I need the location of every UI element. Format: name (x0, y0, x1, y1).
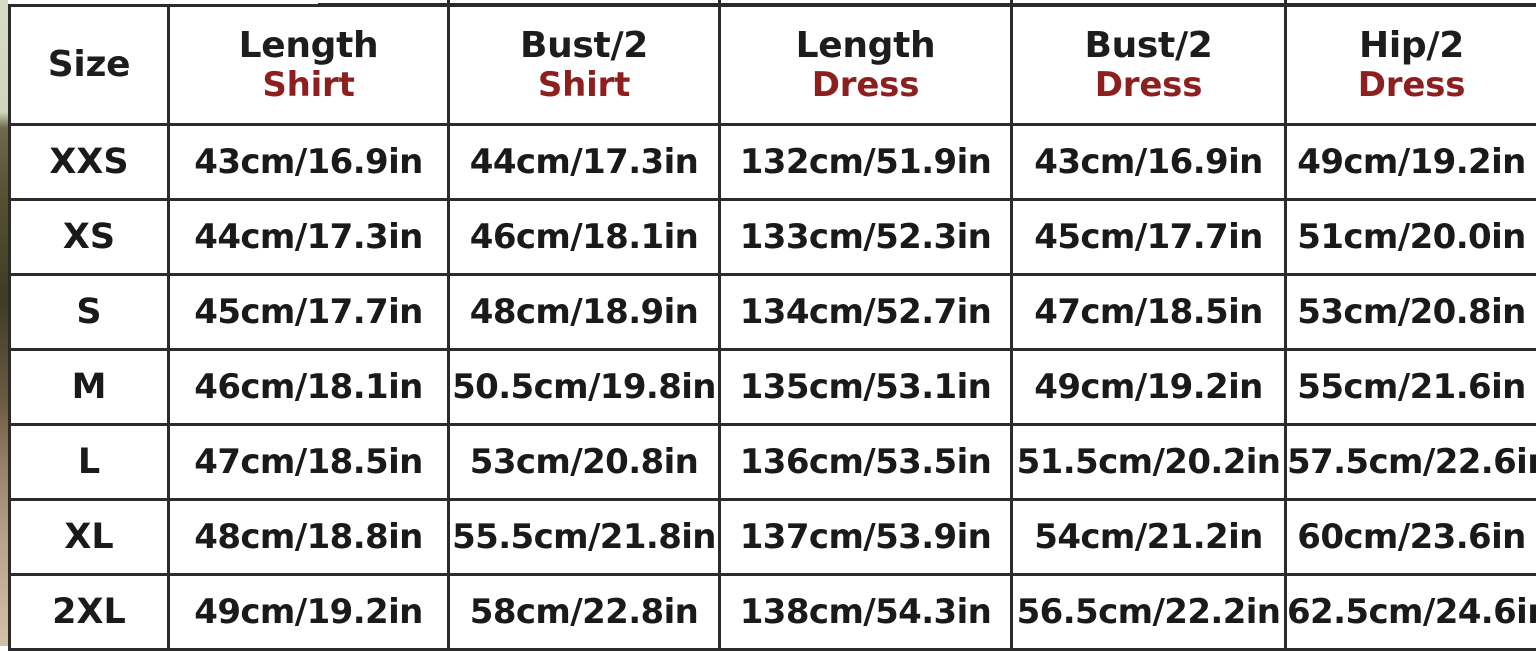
cell-size: XXS (10, 125, 169, 200)
table-row: M 46cm/18.1in 50.5cm/19.8in 135cm/53.1in… (10, 350, 1536, 425)
column-header-bust-dress-secondary: Dress (1095, 67, 1203, 103)
cell-length-dress: 132cm/51.9in (720, 125, 1012, 200)
cell-length-shirt: 43cm/16.9in (169, 125, 449, 200)
table-row: XXS 43cm/16.9in 44cm/17.3in 132cm/51.9in… (10, 125, 1536, 200)
cell-bust-shirt: 44cm/17.3in (449, 125, 720, 200)
table-body: XXS 43cm/16.9in 44cm/17.3in 132cm/51.9in… (10, 125, 1536, 650)
cell-bust-dress: 54cm/21.2in (1012, 500, 1286, 575)
cell-hip-dress: 53cm/20.8in (1286, 275, 1536, 350)
column-header-hip-dress-secondary: Dress (1358, 67, 1466, 103)
cell-size: M (10, 350, 169, 425)
cell-length-shirt: 45cm/17.7in (169, 275, 449, 350)
size-chart-container: Size Length Shirt Bust/2 Shirt (8, 0, 1536, 646)
cell-bust-shirt: 46cm/18.1in (449, 200, 720, 275)
column-header-hip-dress-primary: Hip/2 (1359, 27, 1464, 65)
table-row: XS 44cm/17.3in 46cm/18.1in 133cm/52.3in … (10, 200, 1536, 275)
cell-size: 2XL (10, 575, 169, 650)
column-header-bust-shirt-secondary: Shirt (538, 67, 630, 103)
column-header-length-dress: Length Dress (720, 6, 1012, 125)
column-header-length-shirt: Length Shirt (169, 6, 449, 125)
cell-bust-shirt: 58cm/22.8in (449, 575, 720, 650)
column-header-bust-shirt: Bust/2 Shirt (449, 6, 720, 125)
size-chart-table: Size Length Shirt Bust/2 Shirt (8, 4, 1536, 651)
column-header-length-shirt-secondary: Shirt (262, 67, 354, 103)
cell-bust-dress: 47cm/18.5in (1012, 275, 1286, 350)
cell-hip-dress: 62.5cm/24.6in (1286, 575, 1536, 650)
cell-bust-shirt: 50.5cm/19.8in (449, 350, 720, 425)
column-header-bust-dress-primary: Bust/2 (1084, 27, 1212, 65)
column-header-length-shirt-primary: Length (239, 27, 379, 65)
cell-bust-shirt: 48cm/18.9in (449, 275, 720, 350)
cell-length-shirt: 44cm/17.3in (169, 200, 449, 275)
cell-length-dress: 137cm/53.9in (720, 500, 1012, 575)
cell-hip-dress: 55cm/21.6in (1286, 350, 1536, 425)
column-header-size: Size (10, 6, 169, 125)
cell-size: L (10, 425, 169, 500)
column-header-bust-shirt-primary: Bust/2 (520, 27, 648, 65)
cell-bust-dress: 56.5cm/22.2in (1012, 575, 1286, 650)
cell-hip-dress: 51cm/20.0in (1286, 200, 1536, 275)
cell-length-shirt: 46cm/18.1in (169, 350, 449, 425)
cell-length-shirt: 47cm/18.5in (169, 425, 449, 500)
column-header-length-dress-secondary: Dress (812, 67, 920, 103)
cell-size: S (10, 275, 169, 350)
table-header: Size Length Shirt Bust/2 Shirt (10, 6, 1536, 125)
column-header-hip-dress: Hip/2 Dress (1286, 6, 1536, 125)
cell-length-dress: 138cm/54.3in (720, 575, 1012, 650)
cell-bust-shirt: 55.5cm/21.8in (449, 500, 720, 575)
cell-bust-dress: 45cm/17.7in (1012, 200, 1286, 275)
cell-bust-shirt: 53cm/20.8in (449, 425, 720, 500)
column-header-size-primary: Size (48, 46, 130, 84)
cell-hip-dress: 57.5cm/22.6in (1286, 425, 1536, 500)
column-header-length-dress-primary: Length (796, 27, 936, 65)
cell-hip-dress: 60cm/23.6in (1286, 500, 1536, 575)
header-row: Size Length Shirt Bust/2 Shirt (10, 6, 1536, 125)
cell-length-dress: 134cm/52.7in (720, 275, 1012, 350)
table-row: S 45cm/17.7in 48cm/18.9in 134cm/52.7in 4… (10, 275, 1536, 350)
cell-bust-dress: 49cm/19.2in (1012, 350, 1286, 425)
cell-length-dress: 133cm/52.3in (720, 200, 1012, 275)
cell-hip-dress: 49cm/19.2in (1286, 125, 1536, 200)
cell-bust-dress: 43cm/16.9in (1012, 125, 1286, 200)
table-row: L 47cm/18.5in 53cm/20.8in 136cm/53.5in 5… (10, 425, 1536, 500)
table-row: 2XL 49cm/19.2in 58cm/22.8in 138cm/54.3in… (10, 575, 1536, 650)
cell-length-dress: 135cm/53.1in (720, 350, 1012, 425)
cell-length-shirt: 48cm/18.8in (169, 500, 449, 575)
cell-size: XL (10, 500, 169, 575)
cell-size: XS (10, 200, 169, 275)
background-photo-sliver (0, 0, 8, 646)
cell-length-shirt: 49cm/19.2in (169, 575, 449, 650)
cell-bust-dress: 51.5cm/20.2in (1012, 425, 1286, 500)
table-row: XL 48cm/18.8in 55.5cm/21.8in 137cm/53.9i… (10, 500, 1536, 575)
cell-length-dress: 136cm/53.5in (720, 425, 1012, 500)
column-header-bust-dress: Bust/2 Dress (1012, 6, 1286, 125)
